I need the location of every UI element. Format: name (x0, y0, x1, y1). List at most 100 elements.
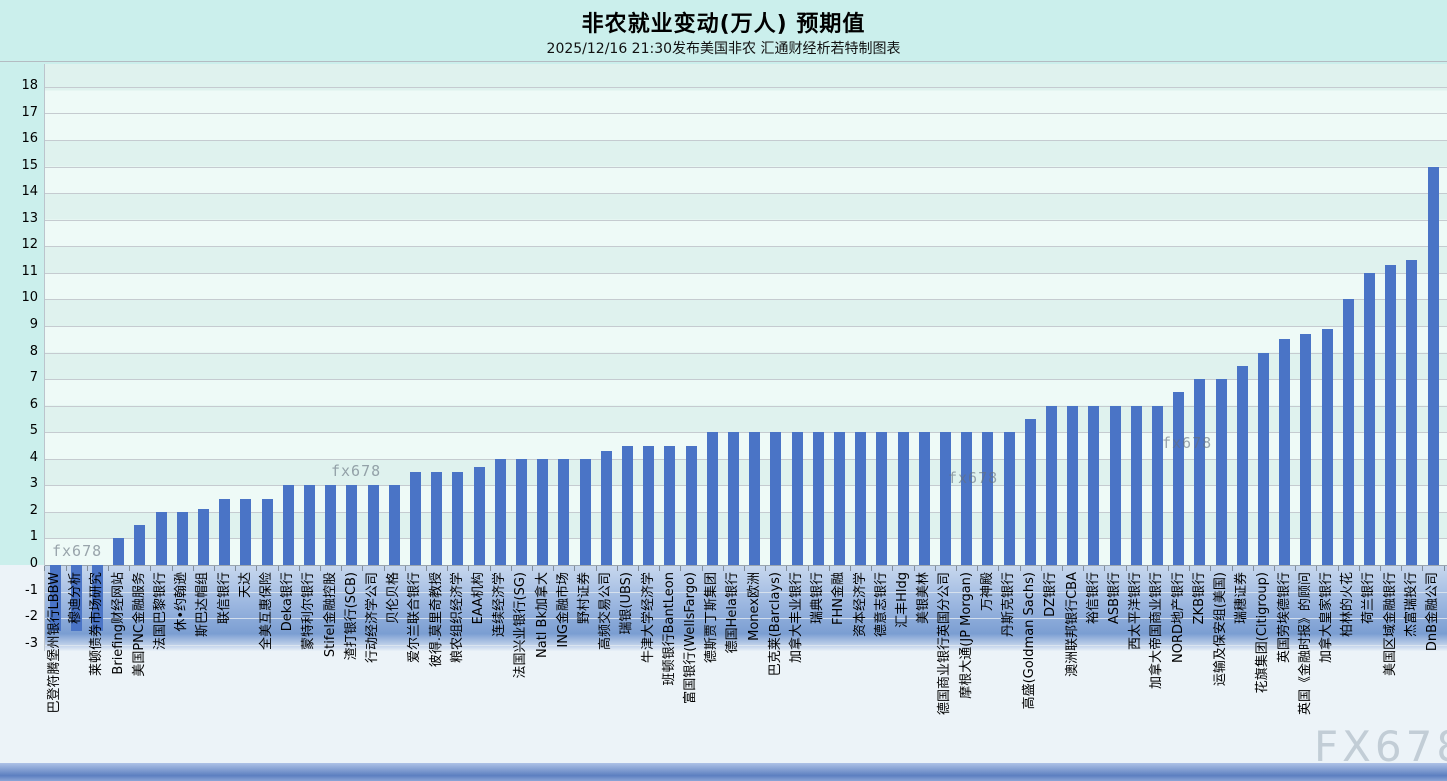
y-axis-label: 11 (21, 263, 38, 279)
x-axis-tick (934, 566, 936, 571)
x-axis-label-text: 英国《金融时报》的顾问 (1297, 572, 1313, 716)
x-axis-tick (659, 566, 661, 571)
x-axis-label-text: 富国银行(WellsFargo) (683, 572, 698, 704)
x-axis-label-text: 渣打银行(SCB) (343, 572, 359, 661)
x-axis-label-text: 丹斯克银行 (1001, 572, 1016, 638)
y-axis-label: 16 (21, 131, 38, 146)
x-axis-tick (256, 566, 258, 571)
bar (91, 565, 103, 632)
x-axis-label-text: 加拿大帝国商业银行 (1149, 572, 1165, 690)
x-axis-label-text: 贝伦贝格 (386, 572, 402, 625)
bar (706, 432, 718, 565)
x-axis-tick (1422, 566, 1424, 571)
x-axis-tick (362, 566, 364, 571)
x-axis-label-text: FHN金融 (831, 572, 847, 625)
x-axis-label-text: 休•约翰逊 (174, 572, 190, 632)
header-divider (0, 61, 1447, 62)
gridline-negative (45, 618, 1447, 620)
x-axis-tick (701, 566, 703, 571)
plot-area (45, 64, 1447, 565)
x-axis-tick (510, 566, 512, 571)
x-axis-tick (956, 566, 957, 571)
bar (982, 432, 994, 565)
bar (1194, 379, 1206, 565)
x-axis-tick (1040, 566, 1042, 571)
gridline (45, 246, 1447, 248)
bar (515, 458, 527, 565)
x-axis-tick (722, 566, 724, 571)
bar (1236, 365, 1248, 565)
y-axis-label: 15 (21, 157, 38, 173)
x-axis-band (45, 565, 1447, 651)
y-axis-label: 8 (29, 343, 38, 359)
x-axis-label-text: 摩根大通(JP Morgan) (958, 572, 974, 699)
x-axis-label-text: 花旗集团(Citigroup) (1255, 572, 1271, 694)
x-axis-tick (404, 566, 406, 571)
bar (1109, 405, 1121, 565)
y-axis-label: 4 (29, 449, 38, 465)
gridline (45, 299, 1447, 301)
x-axis-tick (1104, 566, 1106, 571)
x-axis-tick (277, 566, 279, 571)
x-axis-label-text: 班顿银行BantLeon (661, 572, 677, 686)
gridline (45, 405, 1447, 407)
x-axis-tick (341, 566, 343, 571)
x-axis-tick (616, 566, 618, 571)
bar (1215, 379, 1227, 565)
y-axis-label: 9 (29, 317, 38, 332)
x-axis-label-text: 英国劳埃德银行 (1276, 572, 1292, 664)
chart-title: 非农就业变动(万人) 预期值 (581, 12, 866, 37)
bar (1067, 405, 1079, 565)
x-axis-label-text: 斯巴达帽组 (195, 572, 211, 638)
x-axis-label-text: 行动经济学公司 (365, 572, 380, 664)
gridline (45, 140, 1447, 142)
x-axis-label-text: 莱顿债券市场研究 (89, 572, 105, 677)
x-axis-label-text: 运输及保安组(美国) (1213, 572, 1228, 687)
x-axis-tick (1316, 566, 1318, 571)
bar (219, 498, 231, 565)
bar (876, 432, 888, 565)
x-axis-label-text: 德国商业银行英国分公司 (937, 572, 953, 716)
x-axis-tick (171, 566, 173, 571)
y-axis-label: 3 (29, 476, 38, 492)
y-axis-label: 6 (29, 396, 38, 412)
bar (1130, 405, 1142, 565)
fx678-small-watermark: fx678 (331, 462, 382, 480)
x-axis-label-text: 美国PNC金融服务 (131, 572, 147, 677)
x-axis-label-text: 加拿大皇家银行 (1319, 572, 1334, 664)
x-axis-label-text: 裕信银行 (1085, 572, 1101, 625)
bar (1279, 339, 1291, 565)
x-axis-label-text: 德意志银行 (873, 572, 889, 638)
x-axis-label-text: 巴克莱(Barclays) (767, 572, 783, 677)
x-axis-tick (65, 566, 67, 571)
x-axis-label-text: Deka银行 (280, 572, 296, 632)
x-axis-label-text: Briefing财经网站 (110, 572, 126, 675)
bar (1151, 405, 1163, 565)
x-axis-label-text: 万神殿 (979, 572, 995, 612)
x-axis-label-text: 资本经济学 (852, 572, 868, 638)
chart-subtitle: 2025/12/16 21:30发布美国非农 汇通财经析若特制图表 (546, 41, 901, 57)
y-axis-label: 12 (21, 237, 38, 253)
x-axis-tick (298, 566, 300, 571)
y-axis-label: 1 (29, 529, 38, 545)
bar (49, 565, 61, 632)
x-axis-label-text: 穆迪分析 (68, 572, 84, 625)
x-axis-tick (1125, 566, 1127, 571)
x-axis-label-text: 杰富瑞投行 (1403, 572, 1419, 638)
x-axis-tick (1019, 566, 1021, 571)
y-axis-label: 18 (21, 77, 38, 93)
x-axis-tick (489, 566, 491, 571)
x-axis-label-text: 美银美林 (916, 572, 932, 625)
bar (918, 432, 930, 565)
x-axis-label-text: NORD地产银行 (1170, 572, 1186, 664)
x-axis-label-text: 蒙特利尔银行 (301, 572, 317, 651)
x-axis-tick (468, 566, 470, 571)
x-axis-label-text: 德斯贾丁斯集团 (704, 572, 720, 664)
bar (388, 485, 400, 565)
bar (197, 509, 209, 565)
x-axis-tick (998, 566, 1000, 571)
x-axis-tick (426, 566, 427, 571)
x-axis-tick (574, 566, 576, 571)
bar (621, 445, 633, 565)
x-axis-tick (1358, 566, 1360, 571)
